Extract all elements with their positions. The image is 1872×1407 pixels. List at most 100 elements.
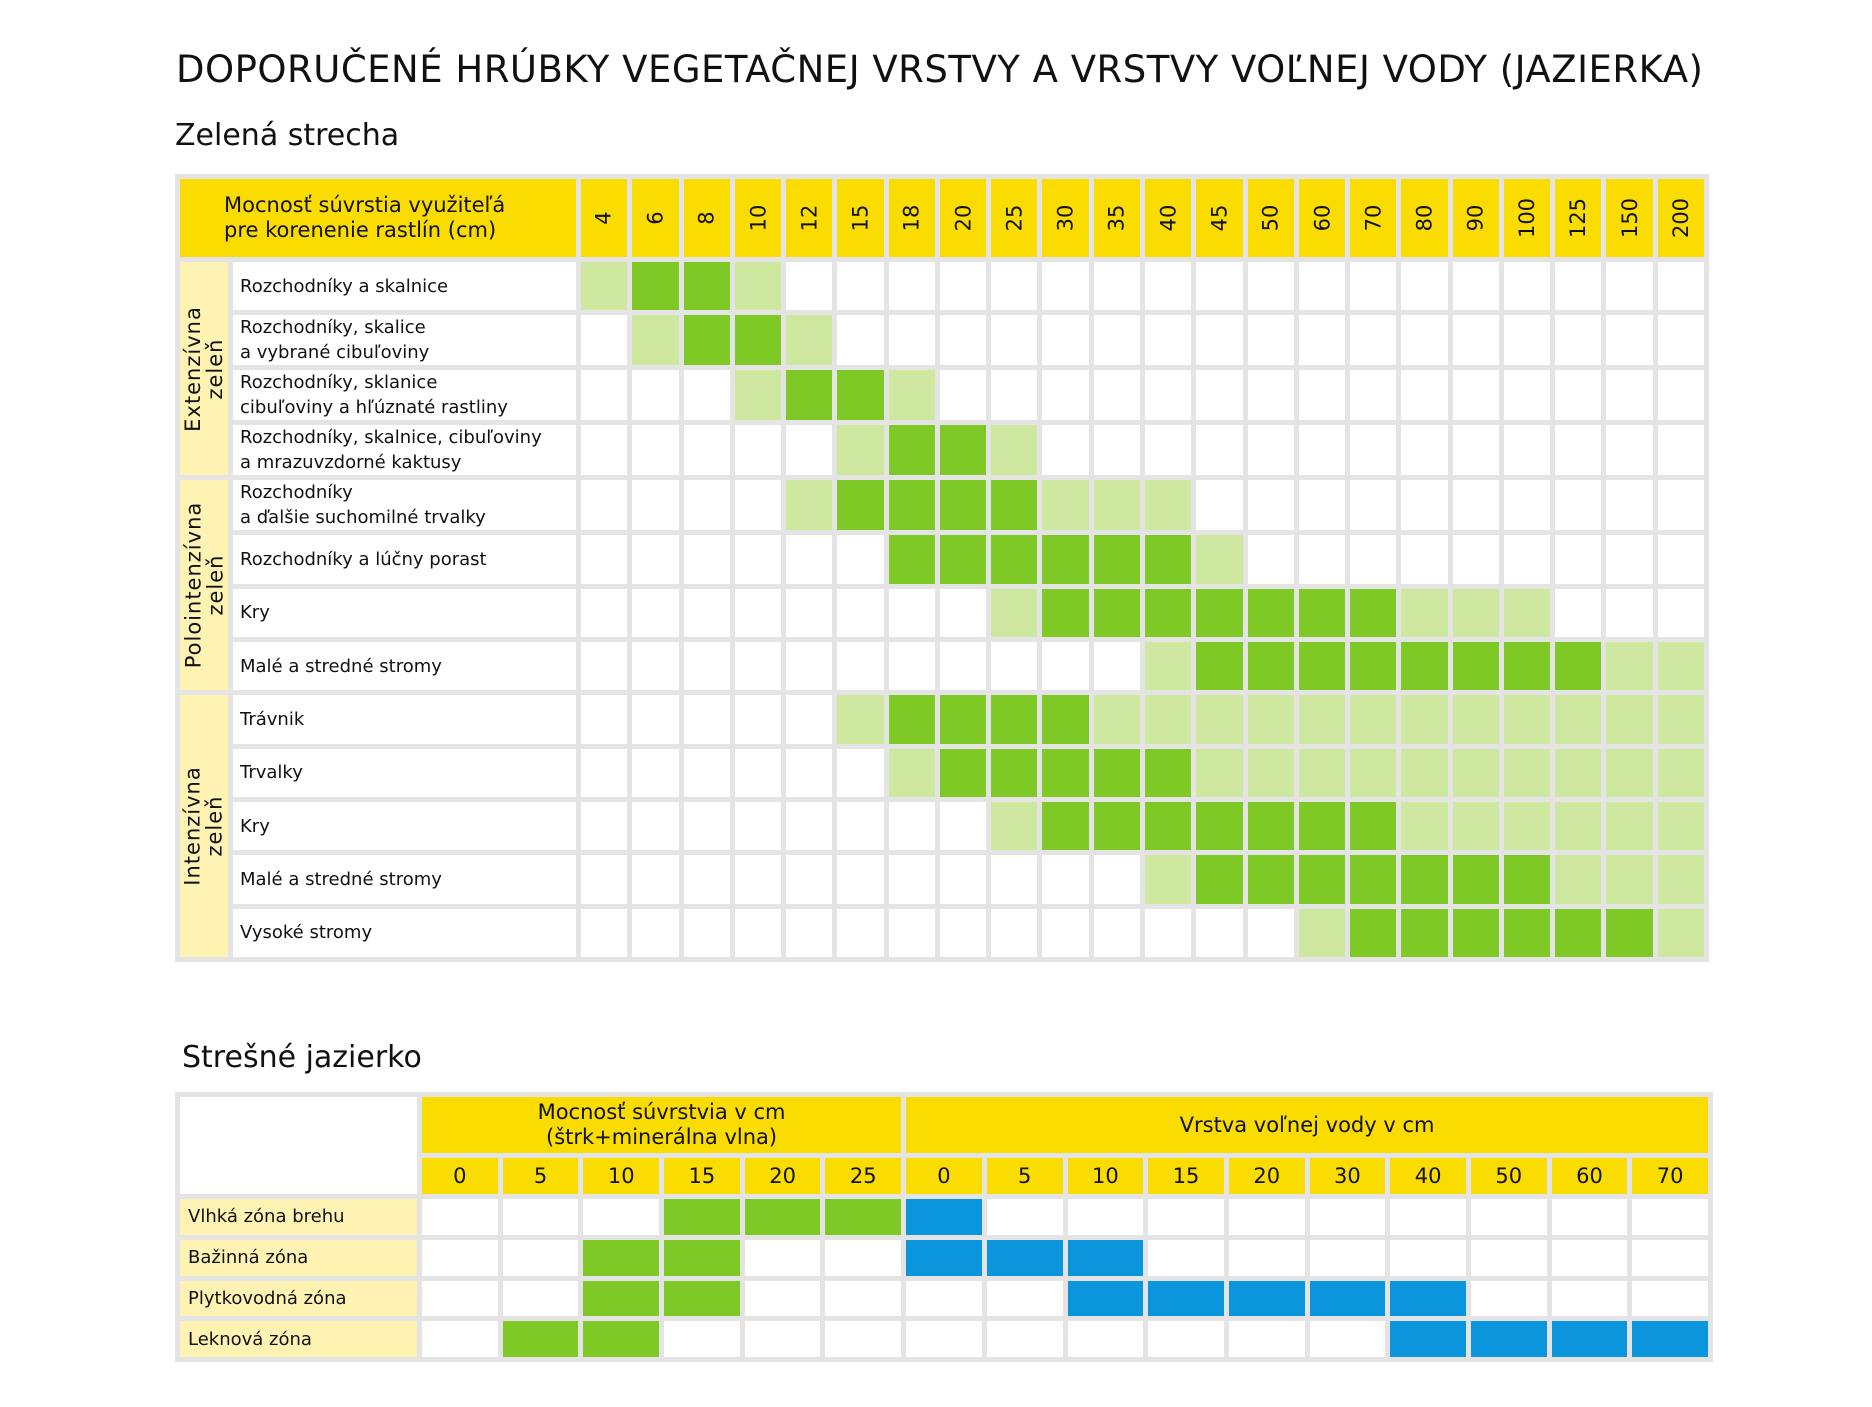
cell-level-0 [1042, 908, 1089, 957]
cell-level-1 [734, 262, 782, 311]
cell-level-1 [1657, 748, 1704, 797]
cell-level-0 [632, 855, 679, 904]
cell-level-0 [1247, 425, 1294, 476]
cell-level-2 [1196, 588, 1243, 637]
cell-level-0 [939, 641, 987, 691]
cell-level-0 [1350, 370, 1397, 421]
column-header: 50 [1247, 179, 1294, 257]
cell-level-2 [1503, 908, 1551, 957]
cell-level-2 [1145, 748, 1192, 797]
water-cell-empty [1632, 1280, 1708, 1317]
cell-level-0 [1042, 262, 1089, 311]
column-header: 80 [1401, 179, 1448, 257]
cell-level-1 [1298, 695, 1346, 744]
cell-level-0 [1145, 425, 1192, 476]
column-header-label: 40 [1156, 204, 1181, 232]
group-label-cell: Extenzívna zeleň [180, 262, 228, 476]
cell-level-0 [581, 315, 628, 366]
green-roof-heading: Zelená strecha [175, 118, 400, 153]
cell-level-0 [1606, 262, 1653, 311]
cell-level-1 [786, 480, 833, 531]
cell-level-0 [991, 641, 1038, 691]
cell-level-0 [1606, 588, 1653, 637]
cell-level-0 [837, 801, 884, 851]
column-header-label: 4 [592, 211, 617, 225]
water-cell-filled [1551, 1321, 1628, 1357]
cell-level-0 [1555, 262, 1602, 311]
column-header-label: 125 [1566, 197, 1591, 239]
column-header: 25 [825, 1158, 902, 1194]
row-label: Trávnik [233, 695, 576, 744]
column-header-label: 25 [1002, 204, 1027, 232]
column-header: 15 [1148, 1158, 1224, 1194]
cell-level-1 [1350, 695, 1397, 744]
cell-level-0 [734, 801, 782, 851]
row-label: Rozchodníky a skalnice [233, 262, 576, 311]
cell-level-0 [734, 855, 782, 904]
cell-level-0 [1606, 480, 1653, 531]
cell-level-2 [1350, 801, 1397, 851]
cell-level-0 [1657, 480, 1704, 531]
cell-level-0 [1247, 908, 1294, 957]
water-cell-empty [1390, 1239, 1466, 1276]
cell-level-2 [1042, 748, 1089, 797]
cell-level-0 [632, 908, 679, 957]
cell-level-1 [1452, 748, 1499, 797]
cell-level-0 [683, 370, 730, 421]
cell-level-2 [1196, 855, 1243, 904]
column-header: 12 [786, 179, 833, 257]
column-header: 45 [1196, 179, 1243, 257]
cell-level-2 [1452, 908, 1499, 957]
cell-level-1 [1042, 480, 1089, 531]
cell-level-1 [1503, 801, 1551, 851]
water-cell-empty [1067, 1199, 1144, 1235]
cell-level-2 [632, 262, 679, 311]
cell-level-2 [1042, 801, 1089, 851]
substrate-cell-empty [422, 1280, 498, 1317]
cell-level-0 [1093, 425, 1140, 476]
cell-level-2 [888, 695, 935, 744]
cell-level-0 [1196, 262, 1243, 311]
cell-level-2 [1401, 641, 1448, 691]
column-header: 100 [1503, 179, 1551, 257]
cell-level-2 [1555, 908, 1602, 957]
column-header-label: 60 [1309, 204, 1334, 232]
water-cell-filled [1228, 1280, 1305, 1317]
cell-level-0 [1298, 315, 1346, 366]
cell-level-0 [837, 641, 884, 691]
roof-pond-heading: Strešné jazierko [182, 1040, 422, 1075]
cell-level-0 [837, 908, 884, 957]
cell-level-0 [939, 370, 987, 421]
cell-level-0 [1145, 262, 1192, 311]
column-header-label: 30 [1053, 204, 1078, 232]
cell-level-0 [991, 855, 1038, 904]
cell-level-0 [1401, 262, 1448, 311]
header-label: Mocnosť súvrstia využiteľá pre korenenie… [180, 179, 576, 257]
column-header: 150 [1606, 179, 1653, 257]
column-header: 40 [1390, 1158, 1466, 1194]
water-cell-empty [1148, 1199, 1224, 1235]
water-cell-empty [1551, 1239, 1628, 1276]
cell-level-0 [1657, 425, 1704, 476]
water-cell-empty [1067, 1321, 1144, 1357]
cell-level-2 [1093, 748, 1140, 797]
cell-level-2 [1401, 855, 1448, 904]
water-cell-empty [986, 1199, 1063, 1235]
cell-level-2 [683, 262, 730, 311]
substrate-cell-filled [502, 1321, 579, 1357]
cell-level-1 [1401, 695, 1448, 744]
cell-level-0 [581, 801, 628, 851]
column-header: 60 [1551, 1158, 1628, 1194]
cell-level-0 [734, 588, 782, 637]
column-header: 15 [837, 179, 884, 257]
cell-level-0 [632, 425, 679, 476]
water-cell-empty [1148, 1321, 1224, 1357]
column-header-label: 8 [694, 211, 719, 225]
cell-level-0 [1503, 425, 1551, 476]
substrate-cell-empty [502, 1199, 579, 1235]
cell-level-0 [1196, 480, 1243, 531]
cell-level-1 [1452, 588, 1499, 637]
column-header: 40 [1145, 179, 1192, 257]
column-header: 8 [683, 179, 730, 257]
row-label: Kry [233, 588, 576, 637]
